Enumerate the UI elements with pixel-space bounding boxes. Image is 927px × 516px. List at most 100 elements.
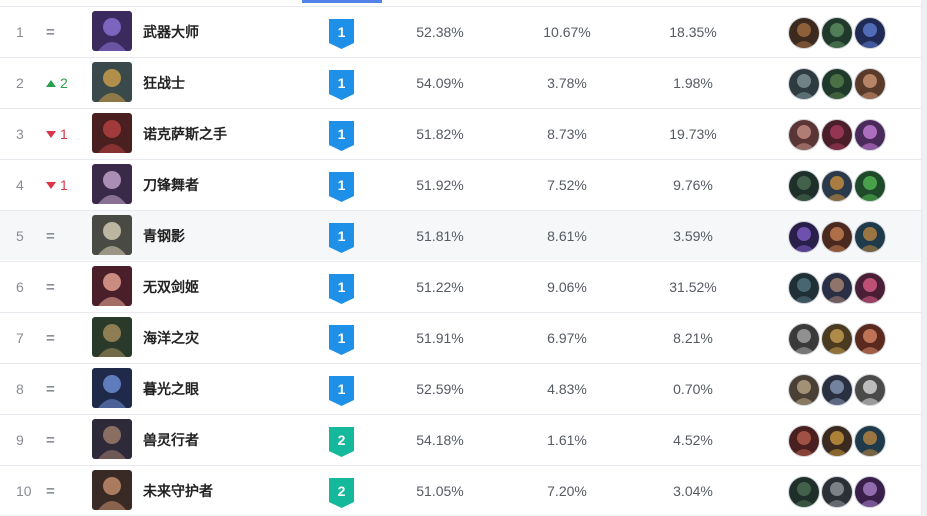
counter-champions	[788, 170, 886, 202]
counter-champ-2-icon[interactable]	[821, 374, 853, 406]
win-rate: 52.59%	[416, 381, 464, 397]
champion-name[interactable]: 狂战士	[143, 75, 185, 91]
counter-champ-2-icon[interactable]	[821, 425, 853, 457]
counter-champ-1-icon[interactable]	[788, 170, 820, 202]
rank-change: =	[46, 211, 55, 261]
ban-rate: 3.04%	[673, 483, 713, 499]
table-row[interactable]: 3 1 诺克萨斯之手 1 51.82% 8.73% 19.73%	[0, 108, 921, 158]
champion-name[interactable]: 诺克萨斯之手	[143, 126, 227, 142]
counter-champ-3-icon[interactable]	[854, 323, 886, 355]
counter-champ-3-icon[interactable]	[854, 476, 886, 508]
tier-badge: 1	[329, 274, 354, 304]
pick-rate: 10.67%	[543, 24, 591, 40]
counter-champ-2-icon[interactable]	[821, 272, 853, 304]
counter-champ-2-icon[interactable]	[821, 17, 853, 49]
hand-of-noxus-portrait-icon[interactable]	[92, 113, 132, 153]
rank-change: =	[46, 313, 55, 363]
counter-champ-2-icon[interactable]	[821, 119, 853, 151]
win-rate: 51.22%	[416, 279, 464, 295]
counter-champions	[788, 272, 886, 304]
scourge-of-seas-portrait-icon[interactable]	[92, 317, 132, 357]
counter-champ-3-icon[interactable]	[854, 221, 886, 253]
rank-number: 3	[16, 126, 24, 142]
win-rate: 51.05%	[416, 483, 464, 499]
table-row[interactable]: 9 = 兽灵行者 2 54.18% 1.61% 4.52%	[0, 414, 921, 464]
rank-change: =	[46, 262, 55, 312]
table-row[interactable]: 10 = 未来守护者 2 51.05% 7.20% 3.04%	[0, 465, 921, 515]
future-guardian-portrait-icon[interactable]	[92, 470, 132, 510]
counter-champ-1-icon[interactable]	[788, 68, 820, 100]
counter-champ-3-icon[interactable]	[854, 374, 886, 406]
table-row[interactable]: 5 = 青钢影 1 51.81% 8.61% 3.59%	[0, 210, 921, 260]
counter-champ-1-icon[interactable]	[788, 221, 820, 253]
counter-champ-1-icon[interactable]	[788, 119, 820, 151]
win-rate: 51.92%	[416, 177, 464, 193]
ban-rate: 1.98%	[673, 75, 713, 91]
table-row[interactable]: 7 = 海洋之灾 1 51.91% 6.97% 8.21%	[0, 312, 921, 362]
pick-rate: 3.78%	[547, 75, 587, 91]
champion-name[interactable]: 海洋之灾	[143, 330, 199, 346]
ban-rate: 4.52%	[673, 432, 713, 448]
counter-champ-2-icon[interactable]	[821, 68, 853, 100]
tier-number: 1	[338, 75, 346, 91]
ban-rate: 31.52%	[669, 279, 717, 295]
champion-name[interactable]: 青钢影	[143, 228, 185, 244]
rank-number: 10	[16, 483, 32, 499]
counter-champ-1-icon[interactable]	[788, 323, 820, 355]
counter-champions	[788, 476, 886, 508]
rank-unchanged-icon: =	[46, 278, 55, 296]
peerless-swordmaiden-portrait-icon[interactable]	[92, 266, 132, 306]
ban-rate: 3.59%	[673, 228, 713, 244]
counter-champ-2-icon[interactable]	[821, 476, 853, 508]
tier-number: 1	[338, 177, 346, 193]
champion-name[interactable]: 兽灵行者	[143, 432, 199, 448]
counter-champ-3-icon[interactable]	[854, 425, 886, 457]
table-row[interactable]: 8 = 暮光之眼 1 52.59% 4.83% 0.70%	[0, 363, 921, 413]
blade-dancer-portrait-icon[interactable]	[92, 164, 132, 204]
counter-champ-3-icon[interactable]	[854, 17, 886, 49]
pick-rate: 8.61%	[547, 228, 587, 244]
counter-champ-1-icon[interactable]	[788, 272, 820, 304]
weapon-master-portrait-icon[interactable]	[92, 11, 132, 51]
rank-number: 1	[16, 24, 24, 40]
champion-name[interactable]: 无双剑姬	[143, 279, 199, 295]
table-row[interactable]: 2 2 狂战士 1 54.09% 3.78% 1.98%	[0, 57, 921, 107]
champion-name[interactable]: 未来守护者	[143, 483, 213, 499]
table-row[interactable]: 1 = 武器大师 1 52.38% 10.67% 18.35%	[0, 6, 921, 56]
counter-champ-1-icon[interactable]	[788, 374, 820, 406]
counter-champ-3-icon[interactable]	[854, 119, 886, 151]
eye-of-twilight-portrait-icon[interactable]	[92, 368, 132, 408]
table-row[interactable]: 6 = 无双剑姬 1 51.22% 9.06% 31.52%	[0, 261, 921, 311]
ban-rate: 9.76%	[673, 177, 713, 193]
pick-rate: 8.73%	[547, 126, 587, 142]
steel-shadow-portrait-icon[interactable]	[92, 215, 132, 255]
counter-champ-2-icon[interactable]	[821, 323, 853, 355]
counter-champ-1-icon[interactable]	[788, 425, 820, 457]
counter-champ-1-icon[interactable]	[788, 476, 820, 508]
champion-name[interactable]: 暮光之眼	[143, 381, 199, 397]
tier-badge: 1	[329, 223, 354, 253]
spirit-walker-portrait-icon[interactable]	[92, 419, 132, 459]
champion-name[interactable]: 刀锋舞者	[143, 177, 199, 193]
counter-champ-3-icon[interactable]	[854, 272, 886, 304]
counter-champions	[788, 323, 886, 355]
pick-rate: 9.06%	[547, 279, 587, 295]
counter-champ-2-icon[interactable]	[821, 170, 853, 202]
counter-champ-3-icon[interactable]	[854, 170, 886, 202]
pick-rate: 7.20%	[547, 483, 587, 499]
champion-name[interactable]: 武器大师	[143, 24, 199, 40]
rank-number: 2	[16, 75, 24, 91]
counter-champ-3-icon[interactable]	[854, 68, 886, 100]
counter-champ-2-icon[interactable]	[821, 221, 853, 253]
counter-champ-1-icon[interactable]	[788, 17, 820, 49]
rank-number: 4	[16, 177, 24, 193]
win-rate: 51.81%	[416, 228, 464, 244]
tier-number: 1	[338, 126, 346, 142]
rank-change: =	[46, 7, 55, 57]
rank-number: 6	[16, 279, 24, 295]
table-row[interactable]: 4 1 刀锋舞者 1 51.92% 7.52% 9.76%	[0, 159, 921, 209]
sorted-column-indicator	[302, 0, 382, 3]
berserker-portrait-icon[interactable]	[92, 62, 132, 102]
tier-number: 2	[338, 483, 346, 499]
pick-rate: 4.83%	[547, 381, 587, 397]
